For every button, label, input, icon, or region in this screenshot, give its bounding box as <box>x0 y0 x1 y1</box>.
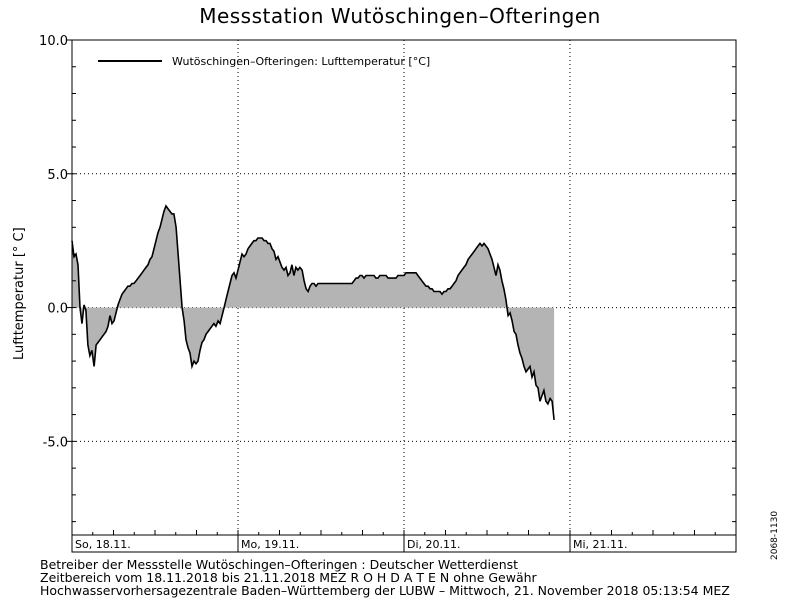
x-day-label: Di, 20.11. <box>407 538 461 551</box>
y-tick-label: -5.0 <box>43 435 68 450</box>
product-id: 2068-1130 <box>770 510 780 560</box>
x-day-label: Mo, 19.11. <box>241 538 299 551</box>
y-tick-label: 10.0 <box>39 34 68 49</box>
area-layer <box>72 205 555 420</box>
footer-agency: Hochwasservorhersagezentrale Baden–Württ… <box>40 583 730 598</box>
footer-operator: Betreiber der Messstelle Wutöschingen–Of… <box>40 557 519 572</box>
y-tick-label: 0.0 <box>47 302 68 317</box>
y-axis-label: Lufttemperatur [° C] <box>12 227 27 360</box>
legend: Wutöschingen–Ofteringen: Lufttemperatur … <box>98 55 430 68</box>
x-day-label: So, 18.11. <box>75 538 131 551</box>
y-tick-label: 5.0 <box>47 168 68 183</box>
footer-timerange: Zeitbereich vom 18.11.2018 bis 21.11.201… <box>40 570 537 585</box>
temperature-area <box>72 205 555 420</box>
temperature-line <box>71 204 555 420</box>
chart-title: Messstation Wutöschingen–Ofteringen <box>199 4 601 28</box>
x-day-label: Mi, 21.11. <box>573 538 628 551</box>
axis-layer: 10.0 5.0 0.0 -5.0 So, 18.11. Mo, 19.11. Di, 20… <box>39 34 737 553</box>
legend-label: Wutöschingen–Ofteringen: Lufttemperatur … <box>172 55 430 68</box>
line-layer <box>71 204 555 420</box>
